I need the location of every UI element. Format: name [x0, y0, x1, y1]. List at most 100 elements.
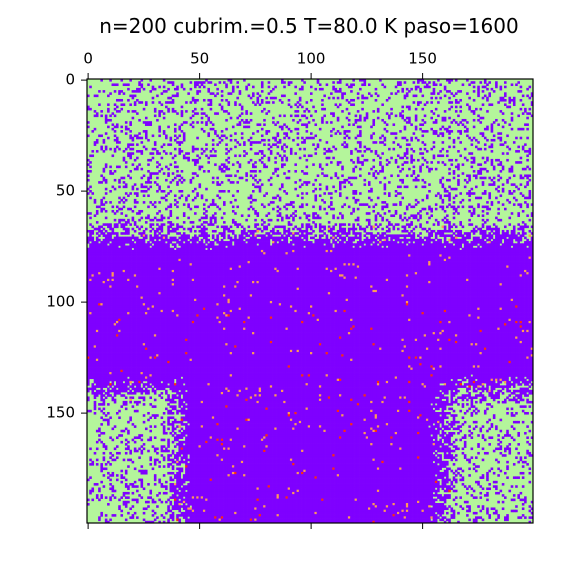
heatmap-cell [448, 243, 451, 246]
heatmap-cell [403, 118, 407, 122]
heatmap-cell [510, 241, 514, 244]
heatmap-cell [202, 256, 206, 260]
heatmap-cell [225, 258, 228, 262]
heatmap-cell [281, 252, 284, 255]
heatmap-cell [171, 254, 175, 257]
heatmap-cell [528, 167, 532, 171]
heatmap-cell [468, 209, 471, 213]
heatmap-cell [425, 252, 429, 255]
heatmap-cell [91, 236, 95, 240]
heatmap-cell [501, 203, 505, 206]
heatmap-cell [87, 238, 90, 242]
heatmap-cell [162, 245, 166, 249]
heatmap-cell [443, 190, 447, 193]
heatmap-cell [434, 167, 438, 171]
heatmap-cell [227, 243, 231, 246]
heatmap-cell [272, 101, 275, 104]
heatmap-cell [325, 254, 329, 257]
heatmap-cell [176, 112, 179, 115]
heatmap-cell [495, 227, 498, 231]
heatmap-cell [240, 238, 244, 242]
heatmap-cell [403, 247, 407, 251]
heatmap-cell [225, 256, 228, 260]
heatmap-cell [472, 112, 476, 115]
heatmap-cell [225, 254, 228, 257]
heatmap-cell [305, 238, 309, 242]
heatmap-cell [457, 150, 460, 153]
heatmap-cell [325, 247, 329, 251]
heatmap-cell [292, 247, 295, 251]
heatmap-cell [292, 201, 295, 204]
heatmap-cell [191, 190, 195, 193]
heatmap-cell [486, 96, 489, 100]
heatmap-cell [202, 170, 206, 173]
heatmap-cell [419, 90, 422, 93]
heatmap-cell [133, 167, 137, 171]
heatmap-cell [448, 130, 451, 133]
heatmap-cell [281, 218, 284, 222]
heatmap-cell [390, 174, 393, 178]
heatmap-cell [501, 229, 505, 233]
heatmap-cell [118, 147, 121, 151]
heatmap-cell [350, 243, 353, 246]
heatmap-cell [87, 134, 90, 138]
heatmap-cell [470, 205, 474, 209]
heatmap-cell [169, 136, 173, 140]
heatmap-cell [468, 243, 471, 246]
heatmap-cell [260, 81, 264, 84]
heatmap-cell [136, 143, 139, 146]
heatmap-cell [452, 170, 456, 173]
heatmap-cell [136, 241, 139, 244]
heatmap-cell [142, 236, 146, 240]
heatmap-cell [127, 236, 130, 240]
heatmap-cell [283, 249, 286, 253]
heatmap-cell [89, 254, 92, 257]
heatmap-cell [506, 252, 509, 255]
heatmap-cell [367, 190, 371, 193]
heatmap-cell [392, 225, 396, 229]
heatmap-cell [512, 249, 516, 253]
heatmap-cell [466, 232, 469, 235]
heatmap-cell [196, 249, 199, 253]
heatmap-cell [225, 110, 228, 113]
heatmap-cell [289, 130, 293, 133]
heatmap-cell [504, 121, 507, 124]
heatmap-cell [352, 167, 355, 171]
heatmap-cell [323, 249, 326, 253]
heatmap-cell [140, 243, 144, 246]
heatmap-cell [330, 150, 333, 153]
heatmap-cell [176, 94, 179, 98]
heatmap-cell [191, 236, 195, 240]
heatmap-cell [363, 145, 367, 149]
heatmap-cell [354, 232, 358, 235]
heatmap-cell [517, 243, 520, 246]
heatmap-cell [243, 254, 246, 257]
heatmap-cell [265, 249, 268, 253]
heatmap-cell [323, 238, 326, 242]
heatmap-cell [194, 112, 197, 115]
heatmap-cell [370, 198, 373, 202]
heatmap-cell [472, 241, 476, 244]
heatmap-cell [294, 236, 297, 240]
heatmap-cell [144, 190, 148, 193]
heatmap-cell [218, 232, 222, 235]
heatmap-cell [408, 118, 411, 122]
heatmap-cell [301, 223, 304, 226]
heatmap-cell [463, 147, 467, 151]
heatmap-cell [223, 258, 226, 262]
heatmap-cell [240, 118, 244, 122]
heatmap-cell [285, 252, 289, 255]
heatmap-cell [191, 198, 195, 202]
heatmap-cell [93, 254, 97, 257]
heatmap-cell [352, 254, 355, 257]
heatmap-cell [211, 249, 215, 253]
heatmap-cell [526, 165, 529, 169]
heatmap-cell [138, 247, 141, 251]
heatmap-cell [214, 238, 217, 242]
heatmap-cell [401, 178, 405, 182]
heatmap-cell [249, 247, 253, 251]
heatmap-cell [521, 127, 525, 131]
heatmap-cell [347, 254, 351, 257]
heatmap-cell [265, 236, 268, 240]
heatmap-cell [214, 216, 217, 220]
